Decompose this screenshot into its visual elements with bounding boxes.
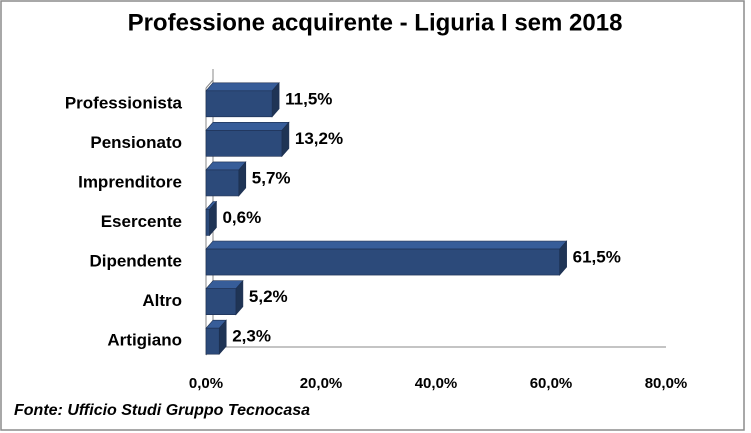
- bar: [205, 81, 280, 118]
- y-tick-label: Esercente: [101, 212, 182, 231]
- bar-top: [205, 240, 568, 250]
- value-label: 61,5%: [573, 248, 621, 267]
- bar-front: [205, 248, 560, 276]
- y-tick-label: Dipendente: [89, 252, 182, 271]
- value-label: 5,7%: [252, 168, 291, 187]
- value-label: 5,2%: [249, 287, 288, 306]
- x-tick-label: 0,0%: [189, 375, 223, 392]
- value-label: 13,2%: [295, 129, 343, 148]
- y-tick-label: Altro: [142, 291, 182, 310]
- x-tick-label: 20,0%: [300, 375, 343, 392]
- bar-front: [205, 169, 240, 197]
- source-note: Fonte: Ufficio Studi Gruppo Tecnocasa: [14, 402, 310, 419]
- bar-top: [205, 82, 280, 92]
- bar-top: [205, 122, 290, 131]
- chart-title: Professione acquirente - Liguria I sem 2…: [128, 9, 623, 36]
- bar: [205, 319, 227, 356]
- bar: [205, 161, 247, 197]
- x-tick-label: 40,0%: [415, 375, 458, 392]
- bar-front: [205, 327, 220, 355]
- axis-wall: [205, 79, 214, 89]
- y-tick-label: Artigiano: [107, 331, 182, 350]
- bar: [205, 121, 290, 158]
- y-tick-label: Professionista: [65, 93, 183, 112]
- x-tick-label: 80,0%: [645, 375, 688, 392]
- value-label: 2,3%: [232, 327, 271, 346]
- bar-front: [205, 288, 237, 315]
- y-tick-label: Pensionato: [90, 133, 182, 152]
- value-label: 0,6%: [222, 208, 261, 227]
- y-tick-label: Imprenditore: [78, 172, 182, 191]
- value-label: 11,5%: [285, 89, 332, 108]
- bar: [205, 200, 218, 237]
- bar-front: [205, 90, 273, 118]
- bar-front: [205, 209, 210, 236]
- x-tick-label: 60,0%: [530, 375, 573, 392]
- bar-front: [205, 130, 283, 157]
- bar: [205, 240, 568, 276]
- bar: [205, 279, 244, 316]
